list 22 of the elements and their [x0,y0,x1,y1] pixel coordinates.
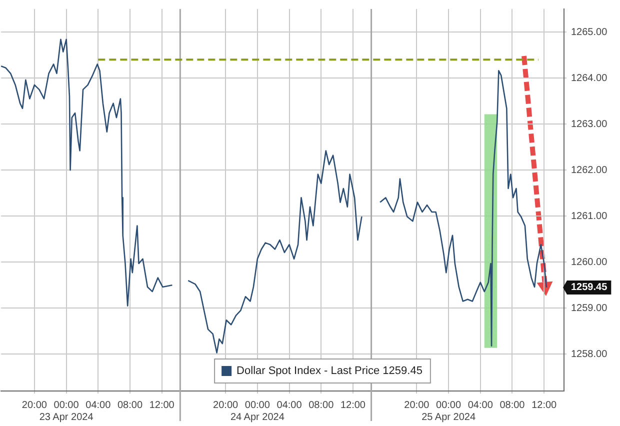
y-tick-label: 1260.00 [571,256,608,268]
annotation: 1259.45 [571,282,608,294]
x-tick-label: 08:00 [500,400,526,411]
y-tick-label: 1265.00 [571,26,608,38]
x-tick-label: 20:00 [213,400,239,411]
y-tick-label: 1261.00 [571,210,608,222]
x-tick-label: 12:00 [149,400,175,411]
y-tick-label: 1263.00 [571,118,608,130]
y-tick-label: 1259.00 [571,302,608,314]
x-tick-label: 12:00 [340,400,366,411]
x-tick-label: 04:00 [86,400,112,411]
y-tick-label: 1264.00 [571,72,608,84]
x-tick-label: 08:00 [117,400,143,411]
x-tick-label: 20:00 [22,400,48,411]
x-tick-label: 12:00 [532,400,558,411]
y-tick-label: 1258.00 [571,348,608,360]
legend-label: Dollar Spot Index - Last Price 1259.45 [236,365,422,378]
x-tick-label: 08:00 [308,400,334,411]
y-tick-label: 1262.00 [571,164,608,176]
x-tick-label: 20:00 [404,400,430,411]
x-tick-label: 04:00 [276,400,302,411]
x-tick-label: 04:00 [468,400,494,411]
